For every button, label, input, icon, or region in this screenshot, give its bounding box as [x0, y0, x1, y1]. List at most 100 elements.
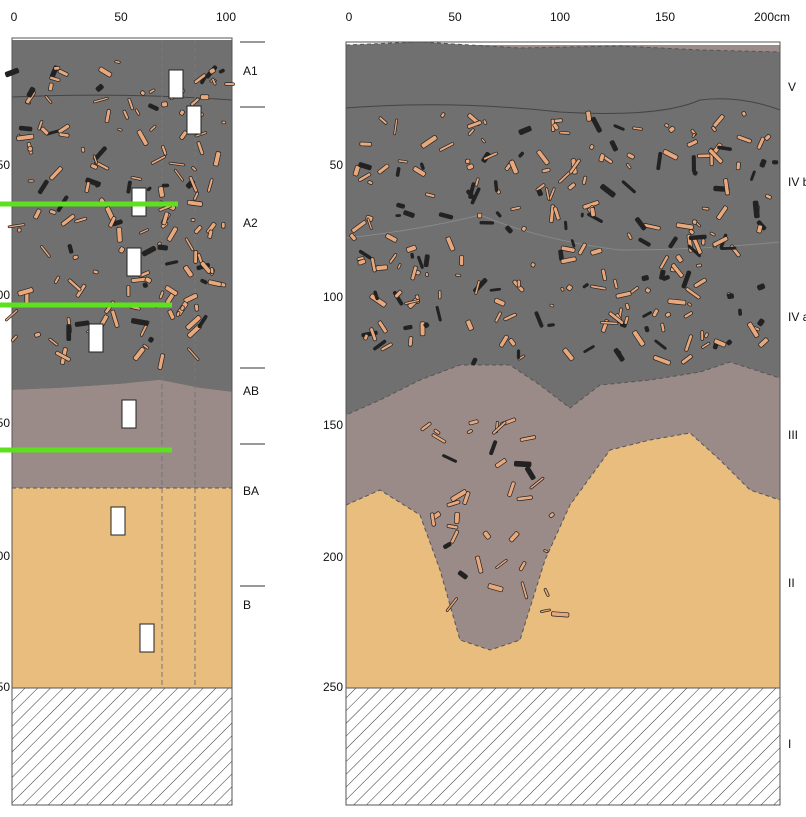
fragment [408, 336, 413, 346]
fragment [736, 162, 740, 170]
x-tick-label: 50 [448, 10, 462, 24]
fragment [67, 324, 71, 340]
depth-label: 250 [323, 680, 343, 694]
left-profile [0, 38, 235, 805]
fragment [360, 142, 372, 146]
layer-label: III [788, 428, 798, 442]
fragment [772, 160, 778, 164]
depth-label: 200 [323, 550, 343, 564]
x-tick-label: 100 [550, 10, 570, 24]
fragment [702, 239, 706, 245]
soil-profiles: 0 50 100 50 100 150 200 250 A1 A2 AB BA B 0 50 100 150 20… [0, 0, 806, 817]
depth-label: 150 [323, 418, 343, 432]
layer-label: IV a [788, 310, 806, 324]
fragment [194, 304, 199, 311]
horizon-label: AB [243, 384, 259, 398]
fragment [191, 218, 195, 222]
fragment [701, 331, 704, 341]
sample-box [140, 624, 154, 652]
sample-box [127, 248, 141, 276]
fragment [581, 213, 584, 217]
sample-box [169, 70, 183, 98]
x-tick-label: 0 [11, 10, 18, 24]
fragment [478, 213, 482, 218]
fragment [194, 250, 198, 263]
fragment [411, 253, 414, 258]
fragment [222, 121, 226, 124]
fragment [642, 275, 649, 281]
sample-box [89, 324, 103, 352]
fragment [692, 156, 696, 173]
fragment [396, 214, 401, 216]
sample-box [122, 400, 136, 428]
horizon-label: BA [243, 484, 259, 498]
fragment [460, 256, 464, 266]
sample-box [111, 507, 125, 535]
fragment [531, 262, 536, 267]
fragment [454, 512, 459, 523]
fragment [117, 227, 123, 242]
fragment [225, 83, 235, 86]
depth-label: 200 [0, 549, 10, 563]
fragment [17, 228, 21, 232]
horizon-label: A1 [243, 64, 258, 78]
fragment [127, 285, 130, 296]
x-tick-label: 200cm [754, 10, 790, 24]
x-tick-label: 150 [655, 10, 675, 24]
depth-label: 100 [0, 288, 10, 302]
fragment [514, 461, 531, 467]
fragment [692, 219, 697, 224]
fragment [550, 304, 555, 307]
depth-label: 50 [0, 158, 10, 172]
a-layer [12, 40, 232, 392]
ab-layer [12, 380, 232, 488]
right-profile [346, 42, 780, 805]
fragment [564, 221, 567, 230]
horizon-label: A2 [243, 216, 258, 230]
fragment [480, 221, 494, 224]
depth-label: 250 [0, 680, 10, 694]
fragment [161, 102, 167, 108]
fragment [702, 207, 709, 210]
fragment [28, 180, 34, 182]
sample-box [187, 106, 201, 134]
fragment [517, 280, 520, 287]
fragment [455, 274, 461, 277]
fragment [143, 282, 148, 287]
depth-label: 100 [323, 290, 343, 304]
fragment [551, 612, 569, 618]
fragment [439, 291, 442, 299]
x-tick-label: 50 [114, 10, 128, 24]
fragment [425, 272, 429, 276]
depth-label: 150 [0, 416, 10, 430]
fragment [180, 305, 184, 310]
fragment [19, 126, 32, 131]
fragment [465, 159, 469, 163]
layer-iv [346, 42, 780, 415]
fragment [210, 267, 214, 274]
fragment [81, 147, 85, 153]
fragment [517, 350, 520, 359]
fragment [738, 309, 742, 316]
layer-label: IV b [788, 175, 806, 189]
horizon-label: B [243, 598, 251, 612]
fragment [727, 294, 733, 299]
fragment [73, 255, 79, 260]
x-tick-label: 100 [216, 10, 236, 24]
x-tick-label: 0 [346, 10, 353, 24]
fragment [54, 66, 60, 70]
page: 0 50 100 50 100 150 200 250 A1 A2 AB BA B 0 50 100 150 20… [0, 0, 806, 817]
fragment [376, 265, 388, 271]
layer-i [346, 688, 780, 805]
fragment [586, 111, 592, 122]
layer-label: II [788, 576, 795, 590]
fragment [696, 264, 702, 268]
fragment [559, 131, 570, 134]
fragment [200, 95, 208, 100]
fragment [547, 323, 554, 326]
fragment [720, 247, 736, 250]
fragment [222, 222, 226, 228]
layer-label: I [788, 737, 791, 751]
bedrock [12, 688, 232, 805]
depth-label: 50 [330, 158, 344, 172]
